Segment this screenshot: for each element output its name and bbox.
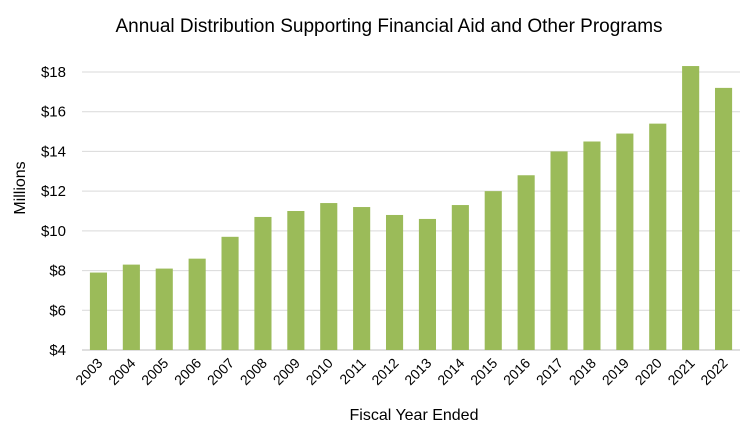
y-tick-label: $18 (41, 64, 66, 81)
y-tick-label: $4 (49, 342, 66, 359)
bar-2004 (122, 264, 140, 350)
x-tick-label: 2014 (434, 355, 467, 388)
x-tick-label: 2021 (664, 355, 697, 388)
y-tick-label: $6 (49, 302, 66, 319)
chart-title: Annual Distribution Supporting Financial… (115, 16, 662, 37)
y-tick-labels: $4 $6 $8 $10 $12 $14 $16 $18 (41, 64, 66, 359)
x-tick-label: 2003 (72, 355, 105, 388)
bar-2012 (385, 214, 404, 350)
x-tick-label: 2015 (467, 355, 500, 388)
bar-2021 (682, 66, 700, 351)
y-tick-label: $14 (41, 143, 66, 160)
gridlines (82, 71, 740, 351)
x-tick-label: 2009 (270, 355, 303, 388)
bar-2020 (649, 123, 667, 350)
x-tick-label: 2017 (533, 355, 566, 388)
y-tick-label: $8 (49, 263, 66, 280)
bar-2017 (550, 151, 568, 350)
bar-2016 (517, 175, 535, 350)
y-tick-label: $12 (41, 183, 66, 200)
bar-2006 (188, 258, 206, 350)
bar-2014 (451, 205, 469, 350)
bars (89, 66, 733, 351)
bar-2007 (221, 236, 239, 350)
x-tick-label: 2012 (368, 355, 401, 388)
bar-2011 (353, 207, 371, 350)
x-tick-label: 2013 (401, 355, 434, 388)
bar-2015 (484, 191, 502, 350)
y-tick-label: $10 (41, 223, 66, 240)
x-tick-label: 2007 (204, 355, 237, 388)
x-axis-label: Fiscal Year Ended (350, 407, 479, 424)
bar-2009 (287, 211, 305, 350)
y-tick-label: $16 (41, 104, 66, 121)
x-tick-label: 2022 (697, 355, 730, 388)
x-tick-label: 2006 (171, 355, 204, 388)
x-tick-label: 2011 (336, 355, 369, 388)
x-tick-label: 2020 (632, 355, 665, 388)
x-tick-label: 2019 (599, 355, 632, 388)
x-tick-label: 2005 (138, 355, 171, 388)
bar-2019 (616, 133, 634, 350)
bar-2018 (583, 141, 601, 350)
y-axis-label: Millions (12, 161, 29, 214)
x-tick-label: 2010 (303, 355, 336, 388)
bar-2003 (89, 272, 108, 350)
x-tick-labels: 2003 2004 2005 2006 2007 2008 2009 2010 2011 2012… (72, 355, 731, 388)
bar-2005 (155, 268, 173, 350)
x-tick-label: 2018 (566, 355, 599, 388)
x-tick-label: 2004 (105, 355, 138, 388)
bar-2022 (714, 87, 733, 350)
x-tick-label: 2016 (500, 355, 533, 388)
bar-2008 (254, 216, 272, 350)
x-tick-label: 2008 (237, 355, 270, 388)
bar-2013 (418, 218, 437, 350)
bar-2010 (320, 203, 338, 350)
